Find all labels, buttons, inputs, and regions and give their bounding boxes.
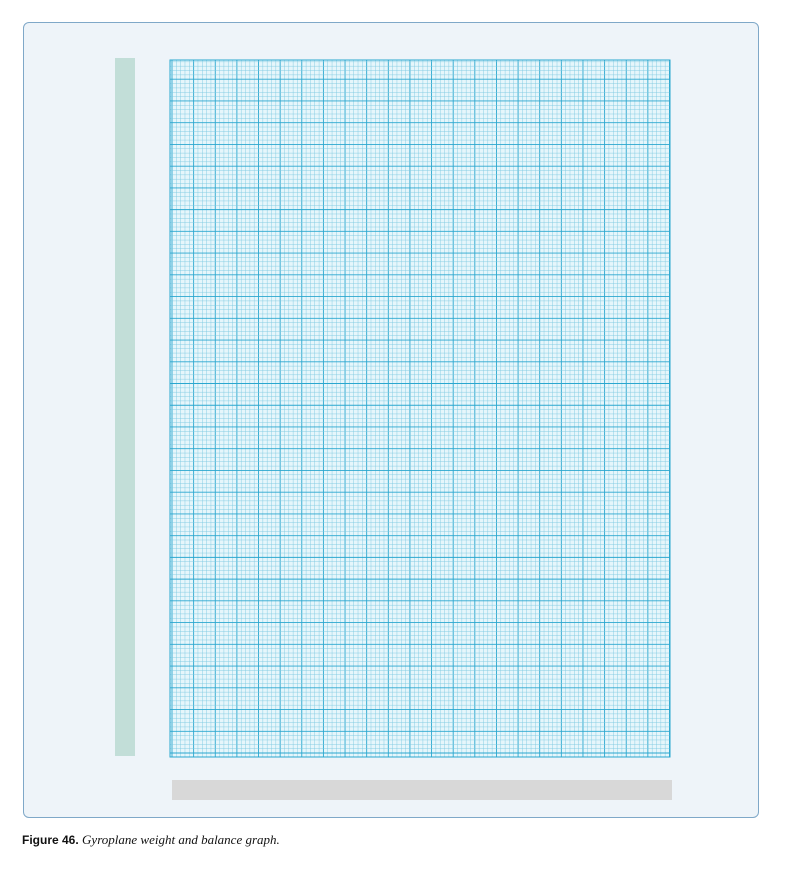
y-axis-band	[115, 58, 135, 756]
plot-border	[169, 59, 671, 758]
figure-caption: Figure 46. Gyroplane weight and balance …	[22, 832, 280, 848]
figure-caption-text: Gyroplane weight and balance graph.	[82, 832, 280, 847]
loading-chart	[115, 58, 672, 800]
x-axis-band	[172, 780, 672, 800]
figure-label: Figure 46.	[22, 833, 79, 847]
grid	[170, 60, 670, 757]
plot-area	[170, 60, 670, 757]
